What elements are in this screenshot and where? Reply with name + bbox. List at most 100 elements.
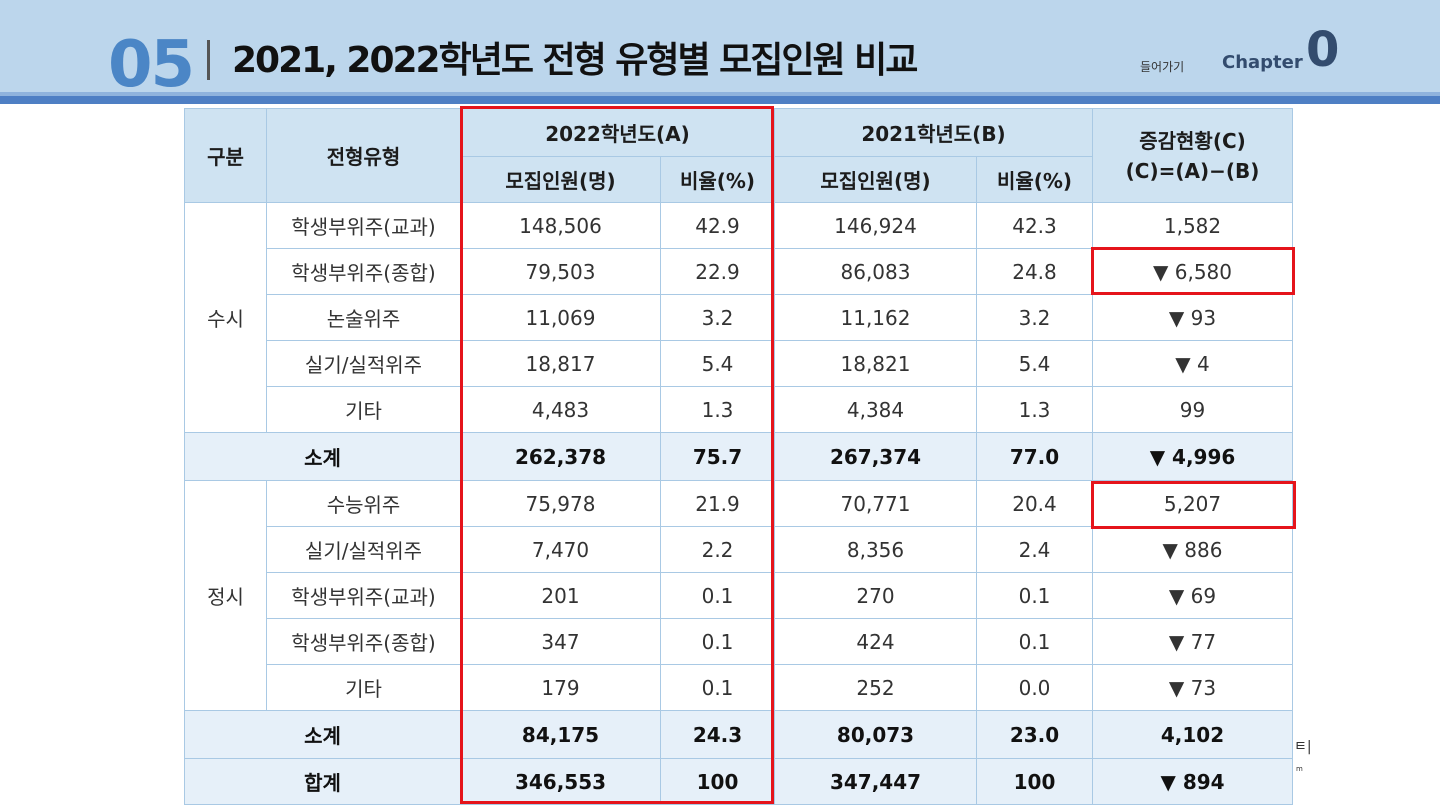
total-b-count: 347,447 [774, 758, 977, 805]
subheader-a-ratio: 비율(%) [660, 156, 775, 203]
row-type: 기타 [266, 386, 461, 433]
group-label-jeongsi: 정시 [184, 480, 267, 711]
row-type: 실기/실적위주 [266, 340, 461, 387]
subtotal-change: 4,102 [1092, 710, 1294, 759]
row-b-ratio: 0.1 [975, 572, 1094, 619]
header-change-line2: (C)=(A)−(B) [1125, 158, 1260, 183]
row-b-ratio: 42.3 [975, 202, 1094, 249]
row-b-count: 70,771 [774, 480, 977, 527]
row-b-count: 270 [774, 572, 977, 619]
row-b-ratio: 20.4 [975, 480, 1094, 527]
edge-text-fragment: ㅌ| [1294, 739, 1312, 755]
row-b-ratio: 24.8 [975, 248, 1094, 295]
admission-comparison-table: 구분 전형유형 2022학년도(A) 2021학년도(B) 증감현황(C) (C… [184, 108, 1294, 805]
subtotal-row: 소계 84,175 24.3 80,073 23.0 4,102 [184, 710, 1294, 759]
row-a-ratio: 21.9 [660, 480, 775, 527]
row-change: 5,207 [1092, 480, 1294, 527]
header-divider-light [0, 92, 1440, 96]
row-change: ▼ 69 [1092, 572, 1294, 619]
row-change: ▼ 93 [1092, 294, 1294, 341]
row-b-ratio: 2.4 [975, 526, 1094, 573]
row-a-ratio: 42.9 [660, 202, 775, 249]
total-b-ratio: 100 [975, 758, 1094, 805]
row-change: ▼ 73 [1092, 664, 1294, 711]
subtotal-b-ratio: 23.0 [975, 710, 1094, 759]
row-type: 수능위주 [266, 480, 461, 527]
subtotal-change: ▼ 4,996 [1092, 432, 1294, 481]
nav-intro-link[interactable]: 들어가기 [1140, 60, 1185, 74]
highlight-susi-comprehensive-change [1091, 247, 1295, 295]
row-b-ratio: 1.3 [975, 386, 1094, 433]
row-type: 학생부위주(종합) [266, 618, 461, 665]
row-type: 논술위주 [266, 294, 461, 341]
row-change: 99 [1092, 386, 1294, 433]
subtotal-b-ratio: 77.0 [975, 432, 1094, 481]
row-change: ▼ 4 [1092, 340, 1294, 387]
table-row: 실기/실적위주 18,817 5.4 18,821 5.4 ▼ 4 [185, 340, 1294, 387]
row-b-ratio: 0.1 [975, 618, 1094, 665]
table-row: 학생부위주(종합) 79,503 22.9 86,083 24.8 ▼ 6,58… [185, 248, 1294, 295]
total-label: 합계 [184, 758, 461, 805]
row-a-count: 148,506 [460, 202, 661, 249]
header-change: 증감현황(C) (C)=(A)−(B) [1092, 108, 1294, 203]
subtotal-row: 소계 262,378 75.7 267,374 77.0 ▼ 4,996 [184, 432, 1294, 481]
group-label-susi: 수시 [184, 202, 267, 433]
header-group: 구분 [184, 108, 267, 203]
page-title: 2021, 2022학년도 전형 유형별 모집인원 비교 [232, 40, 918, 81]
table-row: 수시 학생부위주(교과) 148,506 42.9 146,924 42.3 1… [184, 202, 1294, 433]
highlight-2022-column [460, 106, 774, 804]
row-type: 학생부위주(교과) [266, 202, 461, 249]
table-row: 학생부위주(교과) 201 0.1 270 0.1 ▼ 69 [185, 572, 1294, 619]
row-type: 실기/실적위주 [266, 526, 461, 573]
row-a-count: 11,069 [460, 294, 661, 341]
row-b-count: 18,821 [774, 340, 977, 387]
row-type: 학생부위주(교과) [266, 572, 461, 619]
subheader-b-ratio: 비율(%) [975, 156, 1094, 203]
header-divider [0, 96, 1440, 104]
row-b-count: 146,924 [774, 202, 977, 249]
title-separator [207, 40, 210, 80]
subtotal-a-count: 262,378 [460, 432, 661, 481]
subtotal-a-count: 84,175 [460, 710, 661, 759]
header-2021: 2021학년도(B) [773, 108, 1094, 157]
row-a-count: 7,470 [460, 526, 661, 573]
row-change: ▼ 77 [1092, 618, 1294, 665]
row-a-count: 201 [460, 572, 661, 619]
chapter-label[interactable]: Chapter [1222, 52, 1303, 73]
subtotal-a-ratio: 24.3 [660, 710, 775, 759]
table-header-row: 구분 전형유형 2022학년도(A) 2021학년도(B) 증감현황(C) (C… [184, 108, 1294, 203]
subtotal-b-count: 267,374 [774, 432, 977, 481]
row-a-ratio: 5.4 [660, 340, 775, 387]
row-change: 1,582 [1092, 202, 1294, 249]
subtotal-label: 소계 [184, 710, 461, 759]
edge-text-fragment-small: m [1296, 765, 1303, 773]
subtotal-a-ratio: 75.7 [660, 432, 775, 481]
row-a-count: 4,483 [460, 386, 661, 433]
highlight-suneung-change [1091, 481, 1296, 529]
row-b-count: 424 [774, 618, 977, 665]
table-subheader-row: 모집인원(명) 비율(%) 모집인원(명) 비율(%) [185, 156, 1293, 203]
row-b-count: 86,083 [774, 248, 977, 295]
row-b-count: 11,162 [774, 294, 977, 341]
total-change: ▼ 894 [1092, 758, 1294, 805]
subtotal-b-count: 80,073 [774, 710, 977, 759]
total-row: 합계 346,553 100 347,447 100 ▼ 894 [184, 758, 1294, 805]
row-b-ratio: 0.0 [975, 664, 1094, 711]
row-type: 기타 [266, 664, 461, 711]
subtotal-label: 소계 [184, 432, 461, 481]
row-b-ratio: 3.2 [975, 294, 1094, 341]
header-change-line1: 증감현황(C) [1139, 128, 1246, 153]
header-bar [0, 0, 1440, 104]
row-b-ratio: 5.4 [975, 340, 1094, 387]
subheader-a-count: 모집인원(명) [460, 156, 661, 203]
row-b-count: 8,356 [774, 526, 977, 573]
table-row: 기타 4,483 1.3 4,384 1.3 99 [185, 386, 1294, 433]
chapter-number: 0 [1306, 22, 1340, 78]
row-b-count: 4,384 [774, 386, 977, 433]
row-a-ratio: 1.3 [660, 386, 775, 433]
header-2022: 2022학년도(A) [460, 108, 775, 157]
row-b-count: 252 [774, 664, 977, 711]
row-a-ratio: 2.2 [660, 526, 775, 573]
total-a-ratio: 100 [660, 758, 775, 805]
section-number: 05 [108, 28, 195, 102]
